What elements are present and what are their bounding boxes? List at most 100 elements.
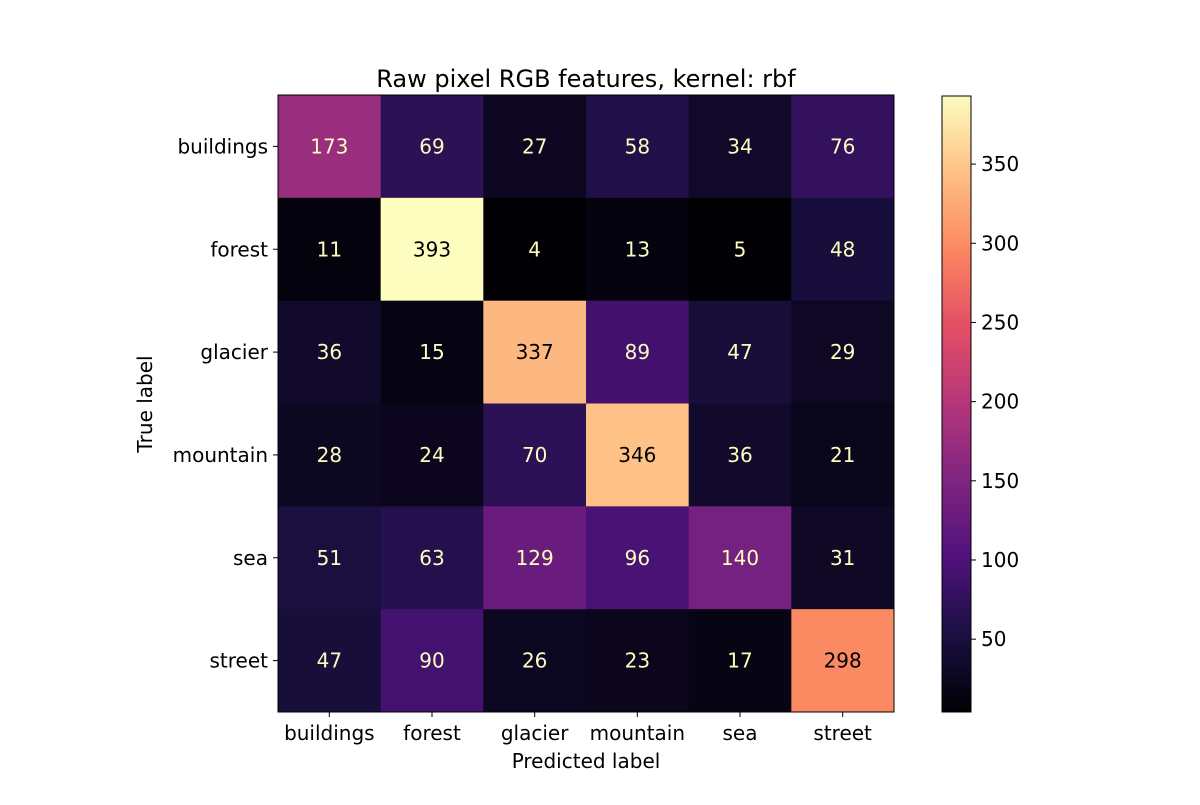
cell-value-label: 26 (522, 649, 547, 673)
heatmap-cell (688, 197, 792, 302)
cell-value-label: 34 (727, 134, 752, 158)
cell-value-label: 70 (522, 443, 547, 467)
heatmap-cell (483, 95, 587, 199)
cell-value-label: 47 (317, 649, 342, 673)
heatmap-cell (586, 300, 690, 404)
cell-value-label: 29 (830, 340, 855, 364)
cell-value-label: 24 (419, 443, 444, 467)
cell-value-label: 28 (317, 443, 342, 467)
cell-value-label: 4 (528, 237, 541, 261)
x-tick-label: glacier (501, 721, 569, 745)
cell-value-label: 51 (317, 546, 342, 570)
heatmap-cell (586, 506, 690, 610)
heatmap-cell (278, 403, 382, 507)
cell-value-label: 36 (727, 443, 752, 467)
cell-value-label: 48 (830, 237, 855, 261)
cell-value-label: 173 (310, 134, 348, 158)
heatmap-cell (380, 300, 484, 404)
heatmap-cell (586, 95, 690, 199)
colorbar-ticks: 50 100 150 200 250 300 350 (971, 152, 1019, 651)
cell-value-label: 96 (625, 546, 650, 570)
heatmap-cell (791, 609, 895, 713)
colorbar-tick-label: 150 (981, 469, 1019, 493)
y-tick-label: glacier (200, 340, 268, 364)
heatmap-cell (483, 197, 587, 302)
y-axis-label: True label (133, 355, 157, 453)
cell-value-label: 76 (830, 134, 855, 158)
cell-value-label: 36 (317, 340, 342, 364)
cell-value-label: 69 (419, 134, 444, 158)
colorbar-tick-label: 300 (981, 231, 1019, 255)
x-axis-label: Predicted label (512, 749, 661, 773)
cell-value-label: 31 (830, 546, 855, 570)
heatmap-cell (688, 300, 792, 404)
heatmap-cell (483, 506, 587, 610)
cell-value-label: 140 (721, 546, 759, 570)
cell-value-label: 21 (830, 443, 855, 467)
y-tick-label: street (210, 649, 269, 673)
colorbar (941, 95, 972, 713)
x-tick-label: forest (403, 721, 461, 745)
cell-value-label: 90 (419, 649, 444, 673)
cell-value-label: 63 (419, 546, 444, 570)
x-tick-label: street (813, 721, 872, 745)
x-tick-label: buildings (284, 721, 375, 745)
heatmap-cell (380, 506, 484, 610)
heatmap-cell (278, 95, 382, 199)
cell-value-label: 58 (625, 134, 650, 158)
heatmap-cell (791, 300, 895, 404)
x-axis-ticks: buildings forest glacier mountain sea street (284, 712, 872, 745)
cell-value-label: 129 (516, 546, 554, 570)
heatmap-cell (278, 506, 382, 610)
heatmap-cell (483, 403, 587, 507)
y-tick-label: mountain (173, 443, 268, 467)
heatmap-cell (586, 609, 690, 713)
colorbar-tick-label: 350 (981, 152, 1019, 176)
heatmap-cell (483, 300, 587, 404)
y-tick-label: forest (210, 237, 268, 261)
cell-value-label: 298 (824, 649, 862, 673)
heatmap-cell (688, 506, 792, 610)
cell-value-label: 337 (516, 340, 554, 364)
heatmap-cell (278, 197, 382, 302)
heatmap-cell (791, 506, 895, 610)
cell-value-label: 13 (625, 237, 650, 261)
colorbar-tick-label: 200 (981, 390, 1019, 414)
heatmap-cell (586, 197, 690, 302)
colorbar-gradient (941, 95, 972, 713)
cell-value-label: 393 (413, 237, 451, 261)
heatmap-cell (688, 609, 792, 713)
heatmap-cell (278, 300, 382, 404)
heatmap-cell (586, 403, 690, 507)
plot-frame (277, 94, 895, 713)
cell-value-label: 15 (419, 340, 444, 364)
cell-value-label: 346 (618, 443, 656, 467)
cell-value-label: 47 (727, 340, 752, 364)
cell-value-label: 11 (317, 237, 342, 261)
cell-value-label: 23 (625, 649, 650, 673)
cell-value-label: 89 (625, 340, 650, 364)
heatmap-cell (688, 403, 792, 507)
x-tick-label: mountain (590, 721, 685, 745)
heatmap-cell (278, 609, 382, 713)
colorbar-tick-label: 100 (981, 548, 1019, 572)
heatmap-cell (380, 403, 484, 507)
heatmap-cell (791, 95, 895, 199)
colorbar-tick-label: 50 (981, 627, 1006, 651)
heatmap-cell (483, 609, 587, 713)
chart-title: Raw pixel RGB features, kernel: rbf (376, 65, 796, 93)
cell-value-label: 27 (522, 134, 547, 158)
heatmap-cell (791, 197, 895, 302)
heatmap-cell (380, 95, 484, 199)
y-tick-label: buildings (177, 134, 268, 158)
heatmap-cell (380, 197, 484, 302)
heatmap-cell (688, 95, 792, 199)
colorbar-tick-label: 250 (981, 310, 1019, 334)
y-axis-ticks: buildings forest glacier mountain sea street (173, 134, 278, 673)
cell-value-label: 17 (727, 649, 752, 673)
x-tick-label: sea (723, 721, 758, 745)
heatmap-cell (791, 403, 895, 507)
heatmap-cell (380, 609, 484, 713)
